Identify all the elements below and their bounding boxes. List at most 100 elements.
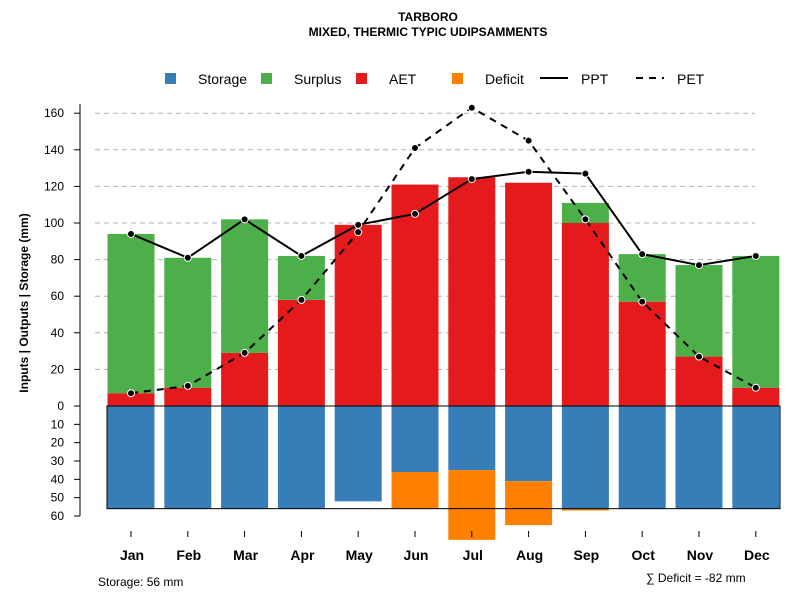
ppt-point xyxy=(240,215,249,224)
x-tick-label: Jul xyxy=(463,547,483,563)
pet-point xyxy=(524,136,533,145)
bar-surplus xyxy=(561,202,609,223)
bar-surplus xyxy=(732,255,780,388)
pet-point xyxy=(695,352,703,361)
upper-bars xyxy=(107,177,780,406)
ppt-point xyxy=(751,251,760,260)
ppt-point xyxy=(581,169,590,178)
bar-aet xyxy=(391,184,439,406)
pet-point xyxy=(297,295,306,304)
bar-aet xyxy=(221,352,269,406)
chart-subtitle: MIXED, THERMIC TYPIC UDIPSAMMENTS xyxy=(309,25,548,39)
legend-label-aet: AET xyxy=(389,71,417,87)
legend-label-storage: Storage xyxy=(198,71,247,87)
y-tick-label: 60 xyxy=(51,509,65,523)
bar-storage xyxy=(732,406,780,509)
y-tick-label: 80 xyxy=(51,253,65,267)
legend-label-pet: PET xyxy=(677,71,705,87)
x-tick-label: Apr xyxy=(290,547,315,563)
bar-storage xyxy=(448,406,496,471)
x-tick-label: May xyxy=(346,547,373,563)
bar-aet xyxy=(107,393,155,406)
legend-label-deficit: Deficit xyxy=(485,71,524,87)
y-tick-label: 60 xyxy=(51,289,65,303)
axes: 0 20 40 60 80 100 120 140 160 10 20 30 40 50 60 Jan Feb M… xyxy=(44,104,770,563)
lower-bars xyxy=(106,405,781,540)
pet-point xyxy=(751,383,760,392)
bar-aet xyxy=(618,301,666,406)
lines xyxy=(127,103,760,398)
bar-storage xyxy=(675,406,723,509)
pet-point xyxy=(467,103,476,112)
y-tick-label: 100 xyxy=(44,216,64,230)
ppt-point xyxy=(695,261,703,270)
pet-point xyxy=(240,348,249,357)
y-axis-label: Inputs | Outputs | Storage (mm) xyxy=(17,213,31,392)
ppt-point xyxy=(183,253,192,262)
y-tick-label: 20 xyxy=(51,362,65,376)
bar-surplus xyxy=(107,233,155,394)
pet-point xyxy=(638,297,647,306)
bar-aet xyxy=(334,224,382,406)
bar-storage xyxy=(277,406,325,509)
ppt-line xyxy=(130,170,756,267)
y-tick-label: 10 xyxy=(51,417,65,431)
bar-surplus xyxy=(164,257,212,388)
x-tick-label: Dec xyxy=(744,547,770,563)
ppt-point xyxy=(638,250,647,259)
bar-aet xyxy=(732,387,780,406)
ppt-point xyxy=(354,220,363,229)
bar-deficit xyxy=(505,481,553,526)
ppt-point xyxy=(467,175,476,184)
bar-storage xyxy=(505,406,553,482)
bar-aet xyxy=(675,356,723,406)
x-tick-label: Nov xyxy=(687,547,714,563)
storage-note: Storage: 56 mm xyxy=(98,575,183,589)
ppt-point xyxy=(524,167,533,176)
ppt-point xyxy=(411,209,419,218)
y-tick-label: 30 xyxy=(51,454,65,468)
legend-swatch-storage xyxy=(165,73,176,84)
y-tick-label: 140 xyxy=(44,143,64,157)
bar-aet xyxy=(164,387,212,406)
y-tick-label: 120 xyxy=(44,179,64,193)
ppt-point xyxy=(127,229,135,238)
y-tick-label: 50 xyxy=(51,491,65,505)
deficit-note: ∑ Deficit = -82 mm xyxy=(646,571,746,585)
y-tick-label: 40 xyxy=(51,326,65,340)
pet-point xyxy=(354,228,363,237)
y-tick-label: 0 xyxy=(57,399,64,413)
pet-point xyxy=(411,143,419,152)
legend-label-ppt: PPT xyxy=(581,71,609,87)
x-tick-label: Mar xyxy=(233,547,258,563)
legend-label-surplus: Surplus xyxy=(294,71,341,87)
bar-storage xyxy=(107,406,155,509)
bar-storage xyxy=(391,406,439,472)
bar-deficit xyxy=(391,472,439,509)
chart-title: TARBORO xyxy=(398,10,458,24)
pet-point xyxy=(127,389,135,398)
bar-deficit xyxy=(561,508,609,511)
storage-capacity-box xyxy=(106,405,781,510)
bar-storage xyxy=(164,406,212,509)
x-tick-label: Jun xyxy=(404,547,429,563)
bar-surplus xyxy=(675,265,723,357)
x-tick-label: Aug xyxy=(516,547,543,563)
bar-aet xyxy=(505,182,553,406)
y-tick-label: 160 xyxy=(44,106,64,120)
bar-storage xyxy=(618,406,666,509)
bar-storage xyxy=(334,406,382,502)
legend-swatch-aet xyxy=(356,73,367,84)
legend-swatch-surplus xyxy=(261,73,272,84)
x-tick-label: Sep xyxy=(574,547,600,563)
bar-aet xyxy=(277,299,325,406)
pet-point xyxy=(183,381,192,390)
bar-aet xyxy=(561,223,609,406)
bar-aet xyxy=(448,177,496,406)
legend: Storage Surplus AET Deficit PPT PET xyxy=(165,71,705,87)
bar-deficit xyxy=(448,470,496,540)
ppt-point xyxy=(297,251,306,260)
legend-swatch-deficit xyxy=(452,73,463,84)
x-tick-label: Jan xyxy=(120,547,144,563)
